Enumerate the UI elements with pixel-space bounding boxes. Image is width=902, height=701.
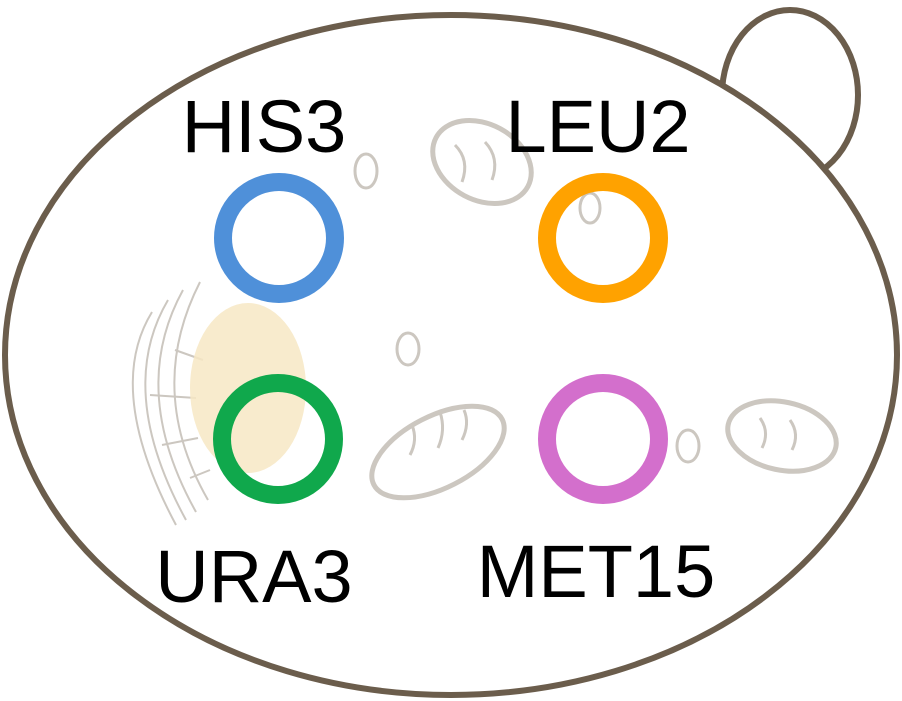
plasmid-leu2-label: LEU2 bbox=[505, 85, 690, 168]
endoplasmic-reticulum bbox=[131, 281, 211, 526]
cell-membrane bbox=[2, 12, 900, 698]
plasmid-ura3-ring bbox=[213, 374, 343, 504]
mitochondrion-top bbox=[430, 118, 534, 206]
plasmid-ura3-label: URA3 bbox=[155, 535, 352, 618]
vesicles bbox=[353, 152, 701, 464]
mitochondrion-center bbox=[369, 403, 507, 501]
plasmid-met15-label: MET15 bbox=[477, 530, 716, 613]
plasmid-his3-label: HIS3 bbox=[182, 85, 347, 168]
plasmid-met15-ring bbox=[538, 374, 668, 504]
plasmid-leu2-ring bbox=[538, 173, 668, 303]
mitochondrion-right bbox=[725, 398, 839, 474]
plasmid-his3-ring bbox=[214, 173, 344, 303]
